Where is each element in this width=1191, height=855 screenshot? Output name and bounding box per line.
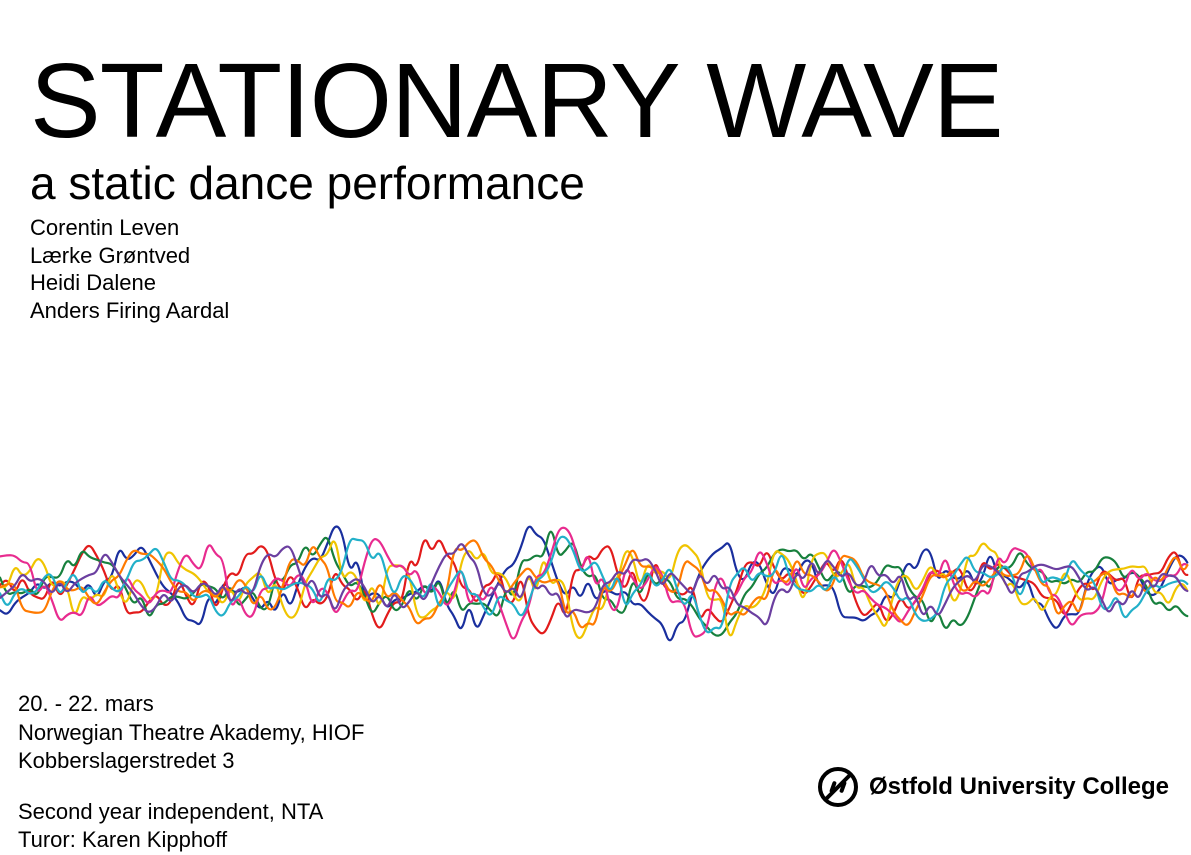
spacer xyxy=(18,776,364,798)
performer: Corentin Leven xyxy=(30,214,229,242)
program: Second year independent, NTA xyxy=(18,798,364,827)
venue: Norwegian Theatre Akademy, HIOF xyxy=(18,719,364,748)
details-block: 20. - 22. mars Norwegian Theatre Akademy… xyxy=(18,690,364,855)
performers-list: Corentin Leven Lærke Grøntved Heidi Dale… xyxy=(30,214,229,324)
logo: Østfold University College xyxy=(817,766,1169,808)
tutor: Turor: Karen Kipphoff xyxy=(18,826,364,855)
subtitle: a static dance performance xyxy=(30,160,585,206)
dates: 20. - 22. mars xyxy=(18,690,364,719)
performer: Anders Firing Aardal xyxy=(30,297,229,325)
poster-page: STATIONARY WAVE a static dance performan… xyxy=(0,0,1191,842)
logo-text: Østfold University College xyxy=(869,773,1169,801)
address: Kobberslagerstredet 3 xyxy=(18,747,364,776)
performer: Lærke Grøntved xyxy=(30,242,229,270)
wave-graphic xyxy=(0,500,1191,670)
title: STATIONARY WAVE xyxy=(30,48,1003,154)
performer: Heidi Dalene xyxy=(30,269,229,297)
logo-mark-icon xyxy=(817,766,859,808)
